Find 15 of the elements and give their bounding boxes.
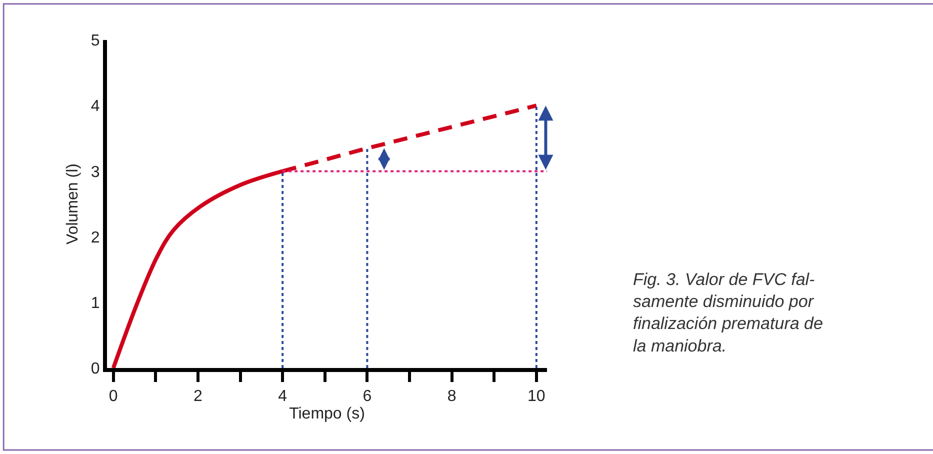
x-tick-label: 8 — [447, 388, 456, 406]
y-tick-label: 1 — [90, 295, 100, 312]
caption: Fig. 3. Valor de FVC fal- samente disminuido por finalización prematura de la maniobra. — [633, 270, 823, 356]
y-tick-label: 2 — [90, 229, 100, 246]
y-tick-label: 3 — [90, 164, 100, 181]
x-tick-label: 0 — [108, 388, 118, 406]
x-tick-label: 6 — [362, 388, 372, 406]
y-tick-label: 0 — [90, 360, 100, 378]
x-tick-label: 10 — [528, 388, 546, 406]
y-tick-label: 4 — [90, 98, 100, 116]
y-axis-title: Volumen (l) — [64, 164, 82, 244]
x-tick-label: 4 — [278, 388, 288, 406]
x-axis-title: Tiempo (s) — [289, 405, 365, 422]
y-tick-label: 5 — [90, 32, 100, 50]
x-tick-label: 2 — [194, 388, 203, 406]
